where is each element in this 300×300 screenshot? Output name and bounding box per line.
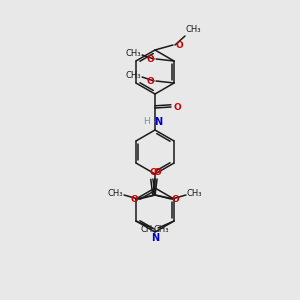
- Text: O: O: [149, 168, 157, 177]
- Text: O: O: [173, 103, 181, 112]
- Text: O: O: [146, 76, 154, 85]
- Text: O: O: [175, 40, 183, 50]
- Text: O: O: [172, 194, 180, 203]
- Text: O: O: [130, 194, 138, 203]
- Text: N: N: [151, 233, 159, 243]
- Text: CH₃: CH₃: [187, 190, 203, 199]
- Text: CH₃: CH₃: [141, 224, 156, 233]
- Text: CH₃: CH₃: [126, 50, 141, 58]
- Text: CH₃: CH₃: [108, 190, 123, 199]
- Text: O: O: [146, 55, 154, 64]
- Text: CH₃: CH₃: [126, 71, 141, 80]
- Text: CH₃: CH₃: [154, 224, 170, 233]
- Text: O: O: [153, 168, 161, 177]
- Text: CH₃: CH₃: [186, 25, 202, 34]
- Text: N: N: [154, 117, 162, 127]
- Text: H: H: [143, 118, 150, 127]
